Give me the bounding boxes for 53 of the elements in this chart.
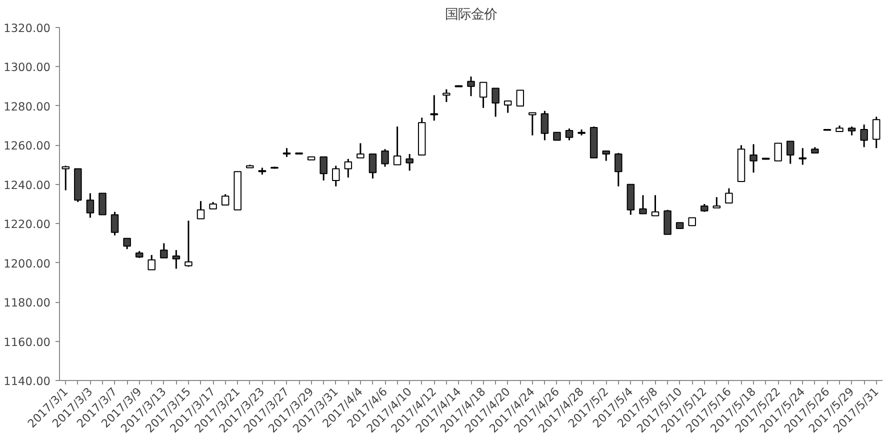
candlestick xyxy=(540,110,549,142)
candlestick xyxy=(467,76,475,97)
y-tick-label: 1280.00 xyxy=(4,99,51,114)
candlestick xyxy=(504,100,512,114)
candlestick xyxy=(860,124,868,148)
candlestick xyxy=(148,254,156,270)
candlestick xyxy=(516,90,524,106)
candlestick xyxy=(614,152,622,188)
candlestick xyxy=(602,150,610,162)
candlestick xyxy=(725,188,733,204)
candlestick xyxy=(430,94,438,122)
y-tick-label: 1240.00 xyxy=(4,178,51,192)
candlestick xyxy=(320,156,328,182)
candlestick xyxy=(98,192,106,216)
y-tick-label: 1180.00 xyxy=(4,296,51,310)
candlestick xyxy=(664,209,672,236)
candlestick xyxy=(750,143,758,174)
candlestick xyxy=(492,88,500,118)
candlestick xyxy=(442,88,450,103)
candlestick xyxy=(381,148,389,168)
candlestick xyxy=(712,196,721,209)
candlestick xyxy=(344,158,352,178)
y-tick-label: 1320.00 xyxy=(4,21,51,35)
y-tick-label: 1220.00 xyxy=(4,217,51,232)
candlestick xyxy=(184,220,192,268)
candlestick xyxy=(479,82,488,109)
candlestick xyxy=(565,128,574,142)
candlestick xyxy=(172,249,180,270)
y-tick-label: 1260.00 xyxy=(4,138,51,153)
y-tick-label: 1140.00 xyxy=(4,374,51,388)
candlestick xyxy=(356,142,364,159)
candlestick xyxy=(393,126,402,166)
candlestick xyxy=(160,242,168,259)
candlestick xyxy=(86,192,94,218)
chart-title: 国际金价 xyxy=(445,8,497,22)
candlestick xyxy=(110,211,119,236)
candlestick xyxy=(221,193,230,206)
candlestick xyxy=(786,140,794,165)
candlestick xyxy=(651,194,660,217)
candlestick xyxy=(406,153,414,172)
y-tick-label: 1300.00 xyxy=(4,60,51,74)
candlestick xyxy=(774,142,782,162)
candlestick xyxy=(798,147,807,166)
candlestick xyxy=(528,112,536,136)
candlestick xyxy=(639,194,647,215)
candlestick xyxy=(368,153,377,180)
candlestick xyxy=(123,238,131,250)
candlestick xyxy=(196,200,205,220)
candlestick xyxy=(872,116,880,149)
candlestick xyxy=(62,165,70,192)
y-tick-label: 1160.00 xyxy=(4,334,51,349)
candlestick xyxy=(332,165,340,188)
y-tick-label: 1200.00 xyxy=(4,256,51,270)
